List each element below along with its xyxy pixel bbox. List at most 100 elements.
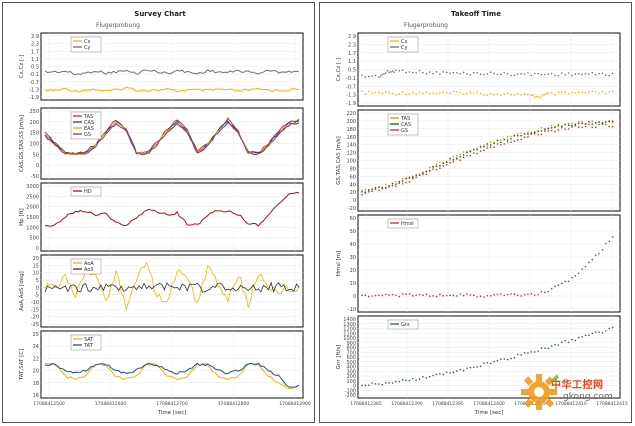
y-tick-label: 180: [346, 127, 356, 133]
data-point: [439, 92, 441, 94]
data-point: [496, 293, 499, 296]
data-point: [594, 254, 597, 257]
data-point: [516, 139, 519, 141]
data-point: [398, 180, 401, 183]
data-point: [445, 92, 448, 94]
data-point: [388, 91, 390, 94]
y-tick-label: 60: [350, 174, 356, 180]
data-point: [483, 149, 485, 152]
data-point: [561, 91, 563, 94]
data-point: [401, 69, 404, 72]
data-point: [459, 72, 462, 75]
data-point: [584, 73, 587, 75]
data-point: [432, 168, 434, 170]
x-tick-label: 17088412415: [596, 401, 628, 407]
data-point: [540, 133, 543, 136]
data-point: [503, 138, 506, 141]
data-point: [371, 92, 373, 94]
x-tick-label: 17088412410: [555, 401, 587, 407]
y-tick-label: 1400: [343, 317, 356, 323]
data-point: [445, 163, 448, 166]
y-tick-label: 120: [346, 151, 356, 157]
y-tick-label: 160: [346, 135, 356, 141]
data-point: [503, 93, 506, 95]
x-tick-label: 17088412385: [350, 401, 382, 407]
legend-box: [70, 186, 102, 197]
y-tick-label: -0.7: [29, 80, 39, 86]
data-point: [395, 380, 397, 383]
data-point: [415, 93, 417, 95]
data-point: [530, 94, 533, 97]
data-point: [520, 138, 522, 141]
data-point: [567, 92, 570, 95]
data-point: [574, 91, 577, 94]
data-point: [577, 272, 580, 275]
y-tick-label: 2.3: [348, 42, 356, 48]
data-point: [483, 362, 485, 364]
data-point: [564, 123, 566, 126]
data-point: [506, 358, 509, 361]
series-hmsl: [361, 236, 614, 298]
data-point: [364, 384, 367, 387]
data-point: [550, 91, 553, 94]
data-point: [493, 142, 495, 145]
y-tick-label: 1.7: [31, 49, 39, 55]
data-point: [496, 139, 499, 142]
data-point: [435, 295, 438, 298]
data-point: [510, 141, 512, 143]
y-tick-label: -0.1: [29, 72, 39, 78]
data-point: [439, 161, 441, 164]
series-cy: [361, 69, 614, 78]
x-tick-label: 17088412800: [218, 401, 250, 407]
y-tick-label: 2000: [26, 205, 39, 211]
data-point: [533, 351, 536, 353]
data-point: [391, 184, 394, 187]
data-point: [550, 345, 553, 347]
data-point: [493, 72, 495, 75]
data-point: [557, 284, 560, 287]
data-point: [493, 93, 495, 96]
data-point: [456, 154, 458, 157]
data-point: [588, 73, 590, 75]
y-tick-label: 30: [350, 255, 356, 261]
data-point: [544, 128, 546, 130]
data-point: [594, 126, 597, 129]
data-point: [594, 331, 597, 333]
data-point: [364, 93, 367, 95]
data-point: [503, 294, 506, 297]
data-point: [540, 347, 543, 349]
data-point: [432, 92, 434, 94]
data-point: [374, 188, 377, 191]
data-point: [527, 72, 529, 74]
data-point: [588, 334, 590, 337]
data-point: [401, 91, 404, 93]
y-tick-label: 20: [33, 369, 39, 375]
data-point: [452, 90, 455, 93]
data-point: [527, 136, 529, 138]
data-point: [493, 360, 495, 363]
legend-label: GS: [401, 128, 408, 134]
data-point: [523, 293, 526, 296]
data-point: [395, 185, 397, 187]
data-point: [435, 168, 438, 171]
data-point: [391, 92, 394, 95]
data-point: [476, 149, 478, 151]
y-axis-label: GS,TAS,CAS [m/s]: [336, 136, 342, 185]
data-point: [361, 384, 363, 387]
legend-box: [387, 319, 419, 330]
series-gnr: [361, 326, 614, 387]
y-tick-label: 5: [36, 278, 39, 284]
data-point: [554, 74, 556, 77]
data-point: [537, 350, 539, 352]
data-point: [479, 150, 482, 152]
data-point: [516, 132, 519, 135]
data-point: [533, 131, 536, 134]
legend-label: TAS: [400, 116, 410, 122]
data-point: [469, 74, 472, 76]
legend-label: Cy: [401, 45, 407, 51]
data-point: [513, 135, 516, 137]
data-point: [449, 372, 451, 374]
